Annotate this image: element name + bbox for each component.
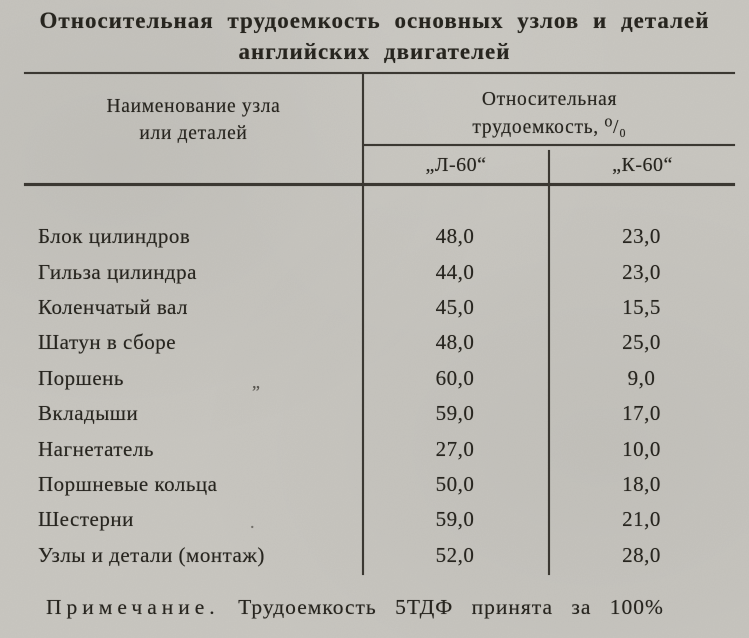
row-name: Шатун в сборе <box>38 330 177 355</box>
table-row: Поршневые кольца 50,0 18,0 <box>24 467 735 502</box>
row-value-l60: 48,0 <box>435 224 475 249</box>
row-value-k60: 15,5 <box>622 294 661 319</box>
row-value-l60: 52,0 <box>435 542 475 567</box>
row-value-l60: 60,0 <box>435 365 475 390</box>
row-value-k60: 17,0 <box>622 401 661 426</box>
footnote: Примечание. Трудоемкость 5ТДФ принята за… <box>46 595 736 620</box>
table-row: Шестерни 59,0 21,0 <box>24 502 735 537</box>
footnote-text: Трудоемкость 5ТДФ принята за 100% <box>238 595 664 619</box>
table-row: Узлы и детали (монтаж) 52,0 28,0 <box>24 538 735 573</box>
row-value-k60: 10,0 <box>622 436 661 461</box>
row-value-l60: 50,0 <box>435 471 475 496</box>
subcolumn-divider <box>548 150 550 575</box>
table-row: Вкладыши 59,0 17,0 <box>24 396 735 431</box>
table-top-rule <box>24 72 735 74</box>
table-row: Коленчатый вал 45,0 15,5 <box>24 290 735 325</box>
footnote-label: Примечание. <box>46 595 220 619</box>
row-name: Шестерни <box>38 507 134 532</box>
value-header-bottom-rule <box>364 144 735 146</box>
row-value-k60: 23,0 <box>622 259 661 284</box>
row-name: Поршневые кольца <box>38 471 218 496</box>
row-name: Поршень <box>38 365 124 390</box>
table-title-line-2: английских двигателей <box>238 39 511 64</box>
name-column-header-line-1: Наименование узла <box>106 96 281 117</box>
row-value-k60: 28,0 <box>622 542 661 567</box>
table-title-line-1: Относительная трудоемкость основных узло… <box>39 8 710 33</box>
row-value-k60: 23,0 <box>622 224 661 249</box>
name-column-header: Наименование узла или деталей <box>25 93 362 147</box>
row-value-k60: 21,0 <box>622 507 661 532</box>
row-name: Вкладыши <box>38 401 139 426</box>
table-row: Блок цилиндров 48,0 23,0 <box>24 219 735 254</box>
table-title: Относительная трудоемкость основных узло… <box>0 5 749 67</box>
scan-speck: „ <box>252 372 260 392</box>
table-row: Нагнетатель 27,0 10,0 <box>24 431 735 466</box>
name-column-divider <box>362 74 364 575</box>
row-value-l60: 45,0 <box>435 294 475 319</box>
row-name: Коленчатый вал <box>38 294 188 319</box>
row-value-l60: 44,0 <box>435 259 475 284</box>
table-body: Блок цилиндров 48,0 23,0 Гильза цилиндра… <box>24 219 735 573</box>
row-value-l60: 59,0 <box>435 507 475 532</box>
header-bottom-rule <box>24 183 735 186</box>
subcolumn-header-l60: „Л-60“ <box>425 154 487 176</box>
value-column-header-line-1: Относительная <box>481 89 618 110</box>
value-column-header-line-2: трудоемкость, ⁰/₀ <box>472 117 627 138</box>
row-name: Блок цилиндров <box>38 224 191 249</box>
table-row: Поршень 60,0 9,0 <box>24 361 735 396</box>
row-name: Нагнетатель <box>38 436 154 461</box>
scan-speck: . <box>250 512 255 532</box>
row-value-k60: 9,0 <box>627 365 656 390</box>
row-name: Гильза цилиндра <box>38 259 197 284</box>
value-column-header: Относительная трудоемкость, ⁰/₀ <box>364 86 735 142</box>
table-row: Гильза цилиндра 44,0 23,0 <box>24 254 735 289</box>
row-name: Узлы и детали (монтаж) <box>38 542 265 567</box>
table-row: Шатун в сборе 48,0 25,0 <box>24 325 735 360</box>
row-value-l60: 48,0 <box>435 330 475 355</box>
row-value-k60: 18,0 <box>622 471 661 496</box>
subcolumn-header-k60: „К-60“ <box>612 154 673 176</box>
row-value-l60: 27,0 <box>435 436 475 461</box>
row-value-k60: 25,0 <box>622 330 661 355</box>
row-value-l60: 59,0 <box>435 401 475 426</box>
name-column-header-line-2: или деталей <box>139 123 248 144</box>
